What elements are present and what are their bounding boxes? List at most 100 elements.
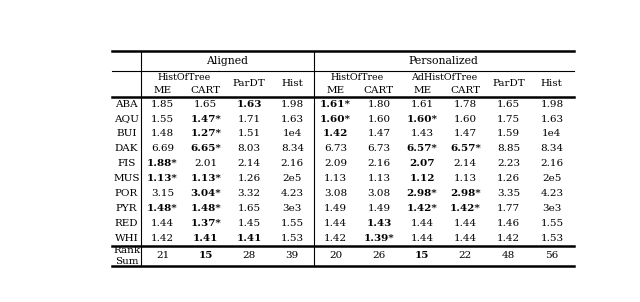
Text: 1.55: 1.55 xyxy=(540,219,563,228)
Text: 6.73: 6.73 xyxy=(324,144,347,153)
Text: 8.34: 8.34 xyxy=(540,144,563,153)
Text: 1.53: 1.53 xyxy=(540,233,563,243)
Text: ParDT: ParDT xyxy=(233,79,266,88)
Text: 28: 28 xyxy=(243,252,256,261)
Text: ParDT: ParDT xyxy=(492,79,525,88)
Text: FIS: FIS xyxy=(117,159,136,168)
Text: 1.63: 1.63 xyxy=(281,114,304,124)
Text: 1.51: 1.51 xyxy=(237,129,260,138)
Text: Hist: Hist xyxy=(282,79,303,88)
Text: 1.43: 1.43 xyxy=(366,219,392,228)
Text: 1.43: 1.43 xyxy=(410,129,434,138)
Text: 1.65: 1.65 xyxy=(237,204,260,213)
Text: 1.44: 1.44 xyxy=(410,233,434,243)
Text: MUS: MUS xyxy=(113,174,140,183)
Text: ME: ME xyxy=(154,86,172,95)
Text: 2.14: 2.14 xyxy=(454,159,477,168)
Text: 2.14: 2.14 xyxy=(237,159,260,168)
Text: 1.27*: 1.27* xyxy=(190,129,221,138)
Text: 1.44: 1.44 xyxy=(151,219,174,228)
Text: 1.44: 1.44 xyxy=(410,219,434,228)
Text: 2e5: 2e5 xyxy=(542,174,561,183)
Text: 2.98*: 2.98* xyxy=(450,189,481,198)
Text: 15: 15 xyxy=(198,252,213,261)
Text: 1.65: 1.65 xyxy=(497,100,520,109)
Text: 1.26: 1.26 xyxy=(497,174,520,183)
Text: BUI: BUI xyxy=(116,129,137,138)
Text: 1.13: 1.13 xyxy=(324,174,347,183)
Text: 1.78: 1.78 xyxy=(454,100,477,109)
Text: 1.13: 1.13 xyxy=(454,174,477,183)
Text: CART: CART xyxy=(451,86,481,95)
Text: 48: 48 xyxy=(502,252,515,261)
Text: 1.49: 1.49 xyxy=(367,204,390,213)
Text: 8.03: 8.03 xyxy=(237,144,260,153)
Text: 1.41: 1.41 xyxy=(236,233,262,243)
Text: 3.35: 3.35 xyxy=(497,189,520,198)
Text: 1.55: 1.55 xyxy=(281,219,304,228)
Text: 56: 56 xyxy=(545,252,559,261)
Text: 1.12: 1.12 xyxy=(410,174,435,183)
Text: Aligned: Aligned xyxy=(207,56,248,66)
Text: 20: 20 xyxy=(329,252,342,261)
Text: 8.85: 8.85 xyxy=(497,144,520,153)
Text: 1.48*: 1.48* xyxy=(147,204,178,213)
Text: 2.16: 2.16 xyxy=(367,159,390,168)
Text: ABA: ABA xyxy=(115,100,138,109)
Text: WHI: WHI xyxy=(115,233,138,243)
Text: PYR: PYR xyxy=(116,204,138,213)
Text: 3.08: 3.08 xyxy=(367,189,390,198)
Text: 1e4: 1e4 xyxy=(283,129,302,138)
Text: 1.42*: 1.42* xyxy=(450,204,481,213)
Text: 1.47: 1.47 xyxy=(367,129,390,138)
Text: 1.47: 1.47 xyxy=(454,129,477,138)
Text: 1.39*: 1.39* xyxy=(364,233,394,243)
Text: CART: CART xyxy=(191,86,221,95)
Text: CART: CART xyxy=(364,86,394,95)
Text: 1.44: 1.44 xyxy=(454,233,477,243)
Text: 1.26: 1.26 xyxy=(237,174,260,183)
Text: 1.77: 1.77 xyxy=(497,204,520,213)
Text: 1.42: 1.42 xyxy=(324,233,347,243)
Text: 3.04*: 3.04* xyxy=(191,189,221,198)
Text: 1.13*: 1.13* xyxy=(190,174,221,183)
Text: AdHistOfTree: AdHistOfTree xyxy=(411,73,477,82)
Text: 2e5: 2e5 xyxy=(283,174,302,183)
Text: 8.34: 8.34 xyxy=(281,144,304,153)
Text: 1.80: 1.80 xyxy=(367,100,390,109)
Text: 26: 26 xyxy=(372,252,385,261)
Text: 6.73: 6.73 xyxy=(367,144,390,153)
Text: 1.44: 1.44 xyxy=(324,219,347,228)
Text: 1.42: 1.42 xyxy=(151,233,174,243)
Text: 6.69: 6.69 xyxy=(151,144,174,153)
Text: 1.98: 1.98 xyxy=(540,100,563,109)
Text: 1.85: 1.85 xyxy=(151,100,174,109)
Text: 1.60*: 1.60* xyxy=(320,114,351,124)
Text: 3.08: 3.08 xyxy=(324,189,347,198)
Text: 1.60: 1.60 xyxy=(454,114,477,124)
Text: 1.13*: 1.13* xyxy=(147,174,178,183)
Text: 1.71: 1.71 xyxy=(237,114,260,124)
Text: 1.48: 1.48 xyxy=(151,129,174,138)
Text: 1.88*: 1.88* xyxy=(147,159,178,168)
Text: POR: POR xyxy=(115,189,138,198)
Text: 1.63: 1.63 xyxy=(236,100,262,109)
Text: 1.49: 1.49 xyxy=(324,204,347,213)
Text: 2.09: 2.09 xyxy=(324,159,347,168)
Text: 1.63: 1.63 xyxy=(540,114,563,124)
Text: 1.46: 1.46 xyxy=(497,219,520,228)
Text: 1.98: 1.98 xyxy=(281,100,304,109)
Text: 21: 21 xyxy=(156,252,169,261)
Text: 1.37*: 1.37* xyxy=(190,219,221,228)
Text: Personalized: Personalized xyxy=(409,56,479,66)
Text: 1.61: 1.61 xyxy=(410,100,434,109)
Text: 1.48*: 1.48* xyxy=(191,204,221,213)
Text: 6.65*: 6.65* xyxy=(190,144,221,153)
Text: 1.60*: 1.60* xyxy=(406,114,438,124)
Text: 4.23: 4.23 xyxy=(281,189,304,198)
Text: 1.13: 1.13 xyxy=(367,174,390,183)
Text: 2.16: 2.16 xyxy=(540,159,563,168)
Text: 1.61*: 1.61* xyxy=(320,100,351,109)
Text: 6.57*: 6.57* xyxy=(406,144,438,153)
Text: 1.45: 1.45 xyxy=(237,219,260,228)
